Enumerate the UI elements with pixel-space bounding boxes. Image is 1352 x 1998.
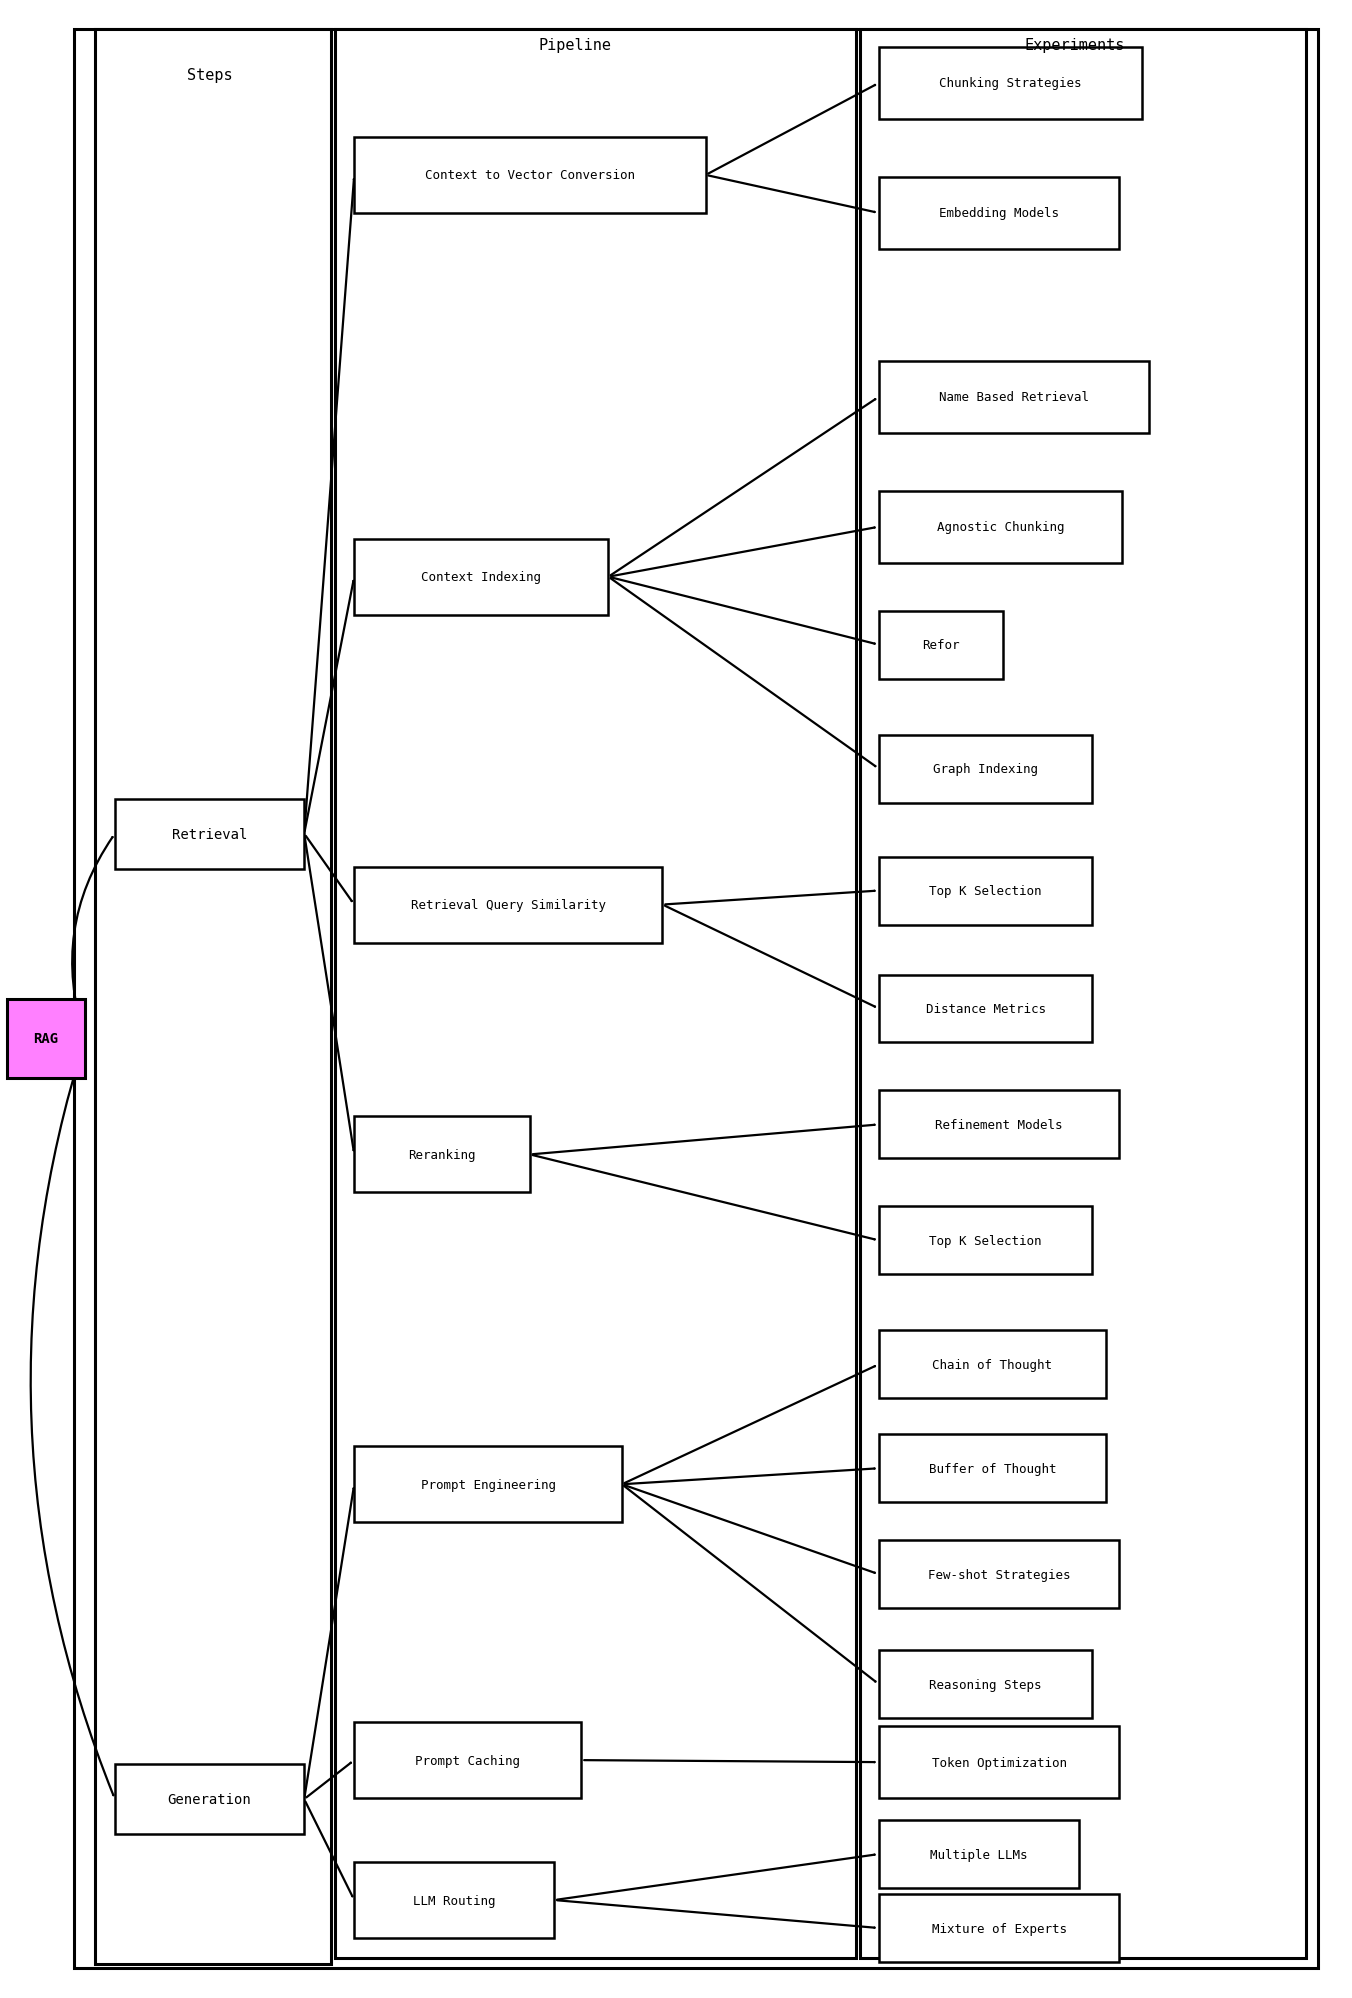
Text: Retrieval Query Similarity: Retrieval Query Similarity xyxy=(411,899,606,911)
FancyBboxPatch shape xyxy=(354,1117,530,1193)
FancyBboxPatch shape xyxy=(354,1722,581,1798)
Text: Agnostic Chunking: Agnostic Chunking xyxy=(937,521,1064,533)
Text: Steps: Steps xyxy=(187,68,233,84)
FancyBboxPatch shape xyxy=(879,1650,1092,1718)
FancyBboxPatch shape xyxy=(879,735,1092,803)
Text: Reranking: Reranking xyxy=(408,1149,476,1161)
Text: Pipeline: Pipeline xyxy=(538,38,611,54)
FancyBboxPatch shape xyxy=(354,138,706,214)
Text: RAG: RAG xyxy=(34,1031,58,1047)
FancyBboxPatch shape xyxy=(879,1207,1092,1275)
FancyBboxPatch shape xyxy=(879,48,1142,120)
Text: Top K Selection: Top K Selection xyxy=(929,885,1042,897)
Text: Distance Metrics: Distance Metrics xyxy=(926,1003,1045,1015)
FancyBboxPatch shape xyxy=(354,539,608,615)
FancyBboxPatch shape xyxy=(879,178,1119,250)
FancyBboxPatch shape xyxy=(879,1331,1106,1399)
FancyBboxPatch shape xyxy=(879,362,1149,434)
Text: Graph Indexing: Graph Indexing xyxy=(933,763,1038,775)
Text: Prompt Engineering: Prompt Engineering xyxy=(420,1479,556,1491)
Text: Top K Selection: Top K Selection xyxy=(929,1235,1042,1247)
FancyBboxPatch shape xyxy=(354,1447,622,1522)
Text: Refinement Models: Refinement Models xyxy=(936,1119,1063,1131)
FancyBboxPatch shape xyxy=(879,611,1003,679)
Text: Refor: Refor xyxy=(922,639,960,651)
FancyBboxPatch shape xyxy=(879,1894,1119,1962)
Text: Chunking Strategies: Chunking Strategies xyxy=(940,78,1082,90)
FancyBboxPatch shape xyxy=(879,1091,1119,1159)
FancyBboxPatch shape xyxy=(879,857,1092,925)
FancyBboxPatch shape xyxy=(74,30,1318,1968)
Text: Multiple LLMs: Multiple LLMs xyxy=(930,1848,1028,1860)
FancyBboxPatch shape xyxy=(879,492,1122,563)
FancyBboxPatch shape xyxy=(879,975,1092,1043)
FancyBboxPatch shape xyxy=(95,30,331,1964)
Text: Context Indexing: Context Indexing xyxy=(422,571,541,583)
Text: Mixture of Experts: Mixture of Experts xyxy=(932,1922,1067,1934)
FancyBboxPatch shape xyxy=(879,1820,1079,1888)
FancyBboxPatch shape xyxy=(879,1435,1106,1502)
Text: Prompt Caching: Prompt Caching xyxy=(415,1754,521,1766)
Text: Generation: Generation xyxy=(168,1792,251,1806)
FancyBboxPatch shape xyxy=(354,867,662,943)
FancyBboxPatch shape xyxy=(115,1764,304,1834)
Text: Token Optimization: Token Optimization xyxy=(932,1756,1067,1768)
Text: Reasoning Steps: Reasoning Steps xyxy=(929,1678,1042,1690)
Text: Chain of Thought: Chain of Thought xyxy=(933,1359,1052,1371)
FancyBboxPatch shape xyxy=(860,30,1306,1958)
Text: LLM Routing: LLM Routing xyxy=(412,1894,496,1906)
Text: Embedding Models: Embedding Models xyxy=(940,208,1059,220)
FancyBboxPatch shape xyxy=(335,30,856,1958)
Text: Retrieval: Retrieval xyxy=(172,827,247,841)
Text: Few-shot Strategies: Few-shot Strategies xyxy=(927,1568,1071,1580)
FancyBboxPatch shape xyxy=(7,999,85,1079)
FancyBboxPatch shape xyxy=(879,1726,1119,1798)
FancyBboxPatch shape xyxy=(115,799,304,869)
Text: Buffer of Thought: Buffer of Thought xyxy=(929,1463,1056,1475)
Text: Experiments: Experiments xyxy=(1025,38,1125,54)
Text: Context to Vector Conversion: Context to Vector Conversion xyxy=(425,170,635,182)
FancyBboxPatch shape xyxy=(879,1540,1119,1608)
FancyBboxPatch shape xyxy=(354,1862,554,1938)
Text: Name Based Retrieval: Name Based Retrieval xyxy=(940,392,1088,404)
